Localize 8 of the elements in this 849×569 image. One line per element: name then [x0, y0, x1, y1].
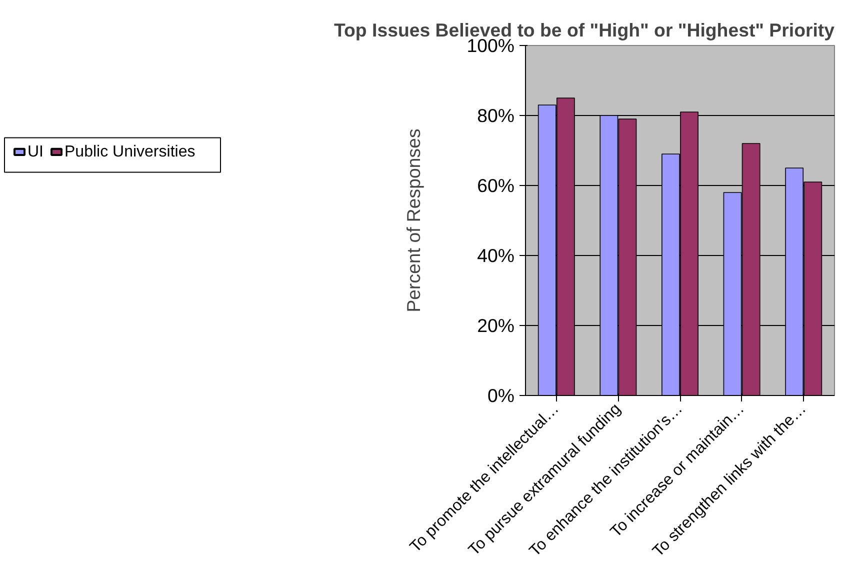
- y-tick-label: 0%: [488, 385, 515, 406]
- y-tick-label: 80%: [477, 105, 515, 126]
- legend-label: Public Universities: [64, 143, 196, 160]
- y-tick-label: 60%: [477, 175, 515, 196]
- y-tick-label: 20%: [477, 315, 515, 336]
- y-tick-label: 40%: [477, 245, 515, 266]
- y-axis-title: Percent of Responses: [402, 128, 424, 312]
- legend-label: UI: [28, 143, 44, 160]
